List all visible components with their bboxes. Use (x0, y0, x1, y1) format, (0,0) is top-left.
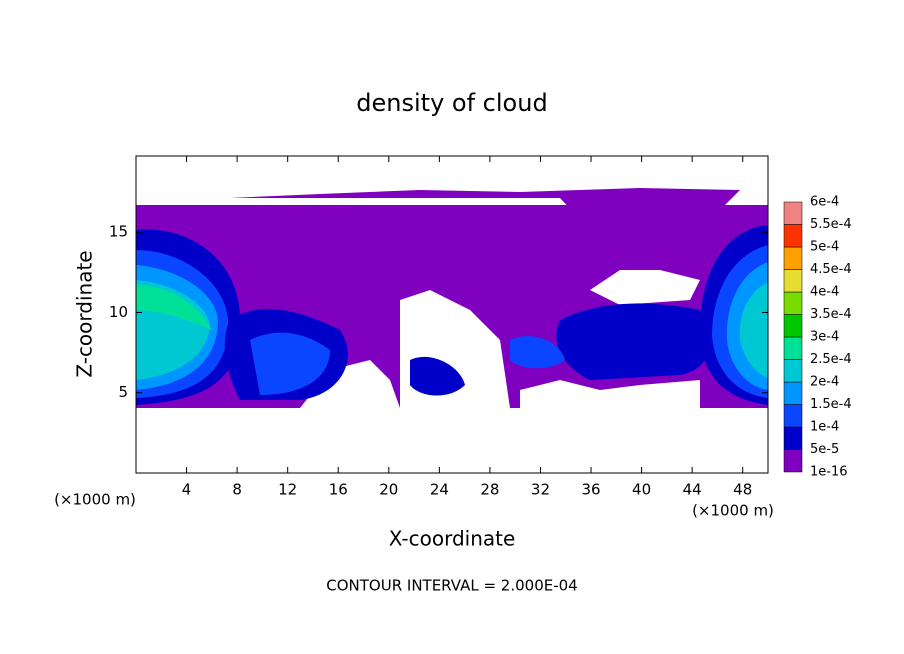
plot-frame (135, 155, 769, 474)
x-tick-label: 4 (182, 481, 192, 499)
colorbar-box (783, 449, 803, 473)
x-unit: (×1000 m) (692, 502, 774, 520)
x-tick-label: 20 (379, 481, 398, 499)
x-tick-label: 32 (531, 481, 550, 499)
colorbar-box (783, 426, 803, 450)
colorbar-box (783, 291, 803, 315)
colorbar-box (783, 201, 803, 225)
x-tick-label: 16 (329, 481, 348, 499)
colorbar-label: 4e-4 (810, 285, 839, 300)
annotation: CONTOUR INTERVAL = 2.000E-04 (326, 577, 577, 595)
colorbar-box (783, 336, 803, 360)
y-axis-label: Z-coordinate (73, 250, 97, 377)
colorbar-box (783, 246, 803, 270)
colorbar-box (783, 359, 803, 383)
colorbar-box (783, 381, 803, 405)
colorbar-label: 1.5e-4 (810, 397, 852, 412)
x-axis-label: X-coordinate (389, 527, 516, 551)
colorbar-label: 6e-4 (810, 195, 839, 210)
x-tick-label: 48 (733, 481, 752, 499)
colorbar-label: 3.5e-4 (810, 307, 852, 322)
colorbar-label: 1e-16 (810, 465, 848, 480)
y-tick-label: 10 (109, 303, 128, 321)
colorbar-label: 2e-4 (810, 375, 839, 390)
x-tick-label: 44 (683, 481, 702, 499)
colorbar-box (783, 224, 803, 248)
colorbar-label: 5.5e-4 (810, 217, 852, 232)
x-unit: (×1000 m) (54, 491, 136, 509)
y-tick-label: 5 (118, 383, 128, 401)
colorbar-box (783, 269, 803, 293)
colorbar-label: 3e-4 (810, 330, 839, 345)
x-tick-label: 8 (232, 481, 242, 499)
colorbar-label: 5e-4 (810, 240, 839, 255)
colorbar-box (783, 404, 803, 428)
colorbar-label: 5e-5 (810, 442, 839, 457)
x-tick-label: 40 (632, 481, 651, 499)
colorbar-label: 1e-4 (810, 420, 839, 435)
chart-title: density of cloud (356, 89, 547, 117)
x-tick-label: 28 (480, 481, 499, 499)
x-tick-label: 24 (430, 481, 449, 499)
x-tick-label: 12 (278, 481, 297, 499)
colorbar-label: 2.5e-4 (810, 352, 852, 367)
y-tick-label: 15 (109, 223, 128, 241)
colorbar-box (783, 314, 803, 338)
x-tick-label: 36 (581, 481, 600, 499)
cloud-field (136, 188, 768, 408)
colorbar-label: 4.5e-4 (810, 262, 852, 277)
